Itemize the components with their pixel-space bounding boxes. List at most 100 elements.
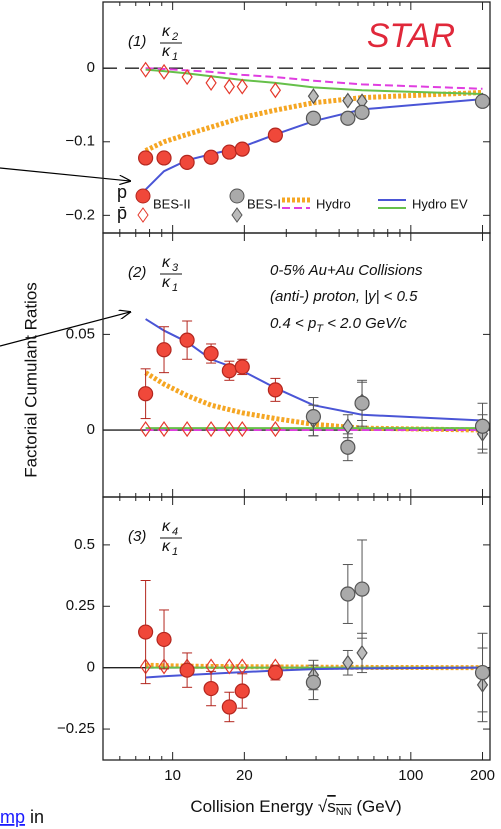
data-point <box>269 82 282 99</box>
x-axis-label: s <box>327 797 336 816</box>
panel-ratio: κ <box>162 23 171 40</box>
hydro-line <box>145 67 483 90</box>
x-axis-label: Collision Energy √sNN (GeV) <box>190 797 401 817</box>
panel-ratio: κ <box>162 538 171 555</box>
data-point <box>354 104 370 120</box>
data-point <box>305 674 322 691</box>
legend-label: BES-II <box>153 196 191 211</box>
y-tick-label: 0 <box>87 659 95 676</box>
data-point <box>354 395 370 411</box>
data-point <box>205 74 217 91</box>
panel-ratio: 1 <box>172 51 178 63</box>
x-tick-label: 20 <box>236 767 253 784</box>
panel-ratio: 3 <box>172 262 179 274</box>
data-point <box>223 658 235 675</box>
data-point <box>221 144 237 160</box>
data-point <box>179 332 195 348</box>
panel-label: (1) <box>128 33 146 50</box>
panel-ratio: κ <box>162 254 171 271</box>
data-point <box>354 581 370 597</box>
annotation: 0-5% Au+Au Collisions <box>270 262 423 279</box>
chart-title: STAR <box>367 17 455 55</box>
legend-swatch <box>229 188 245 204</box>
hydro-line <box>145 666 483 679</box>
data-point <box>139 61 152 78</box>
panel-ratio: κ <box>162 518 171 535</box>
legend-particle: p <box>117 182 127 202</box>
data-point <box>156 342 172 358</box>
legend-swatch <box>137 207 149 223</box>
panel-ratio: κ <box>162 274 171 291</box>
hydro-line <box>144 370 483 433</box>
data-point <box>223 78 235 95</box>
data-point <box>179 662 195 678</box>
data-point <box>221 363 237 379</box>
x-axis-label: NN <box>336 806 352 818</box>
data-point <box>156 631 172 648</box>
data-point <box>267 382 283 398</box>
data-point <box>203 680 219 697</box>
data-point <box>158 421 170 438</box>
annotation: 0.4 < pT < 2.0 GeV/c <box>270 315 407 335</box>
data-point <box>139 421 152 438</box>
data-point <box>267 664 283 681</box>
y-tick-label: 0.5 <box>74 536 95 553</box>
panel-label: (2) <box>128 264 146 281</box>
data-point <box>305 409 322 425</box>
y-tick-label: −0.25 <box>57 720 95 737</box>
data-point <box>342 654 354 671</box>
legend-swatch <box>231 207 243 223</box>
legend-label: Hydro EV <box>412 196 468 211</box>
legend-label: Hydro <box>316 196 351 211</box>
data-point <box>342 418 354 435</box>
data-point <box>158 63 170 80</box>
data-point <box>138 150 154 166</box>
data-point <box>342 92 354 109</box>
y-tick-label: 0 <box>87 421 95 438</box>
page-fragment: mp in <box>0 807 44 827</box>
data-point <box>156 150 172 166</box>
x-axis-label: √ <box>318 797 328 816</box>
legend-swatch <box>135 188 151 204</box>
annotation: 0.4 < p <box>270 315 316 332</box>
y-tick-label: −0.2 <box>65 206 95 223</box>
data-point <box>205 421 217 438</box>
data-point <box>203 149 219 165</box>
data-point <box>179 154 195 170</box>
data-point <box>356 644 368 661</box>
y-tick-label: −0.1 <box>65 133 95 150</box>
x-axis-label: Collision Energy <box>190 797 318 816</box>
panel-ratio: 1 <box>172 282 178 294</box>
data-point <box>181 68 193 86</box>
panel-frame <box>102 496 491 761</box>
panel-ratio: 1 <box>172 546 178 558</box>
data-point <box>236 421 248 438</box>
data-point <box>474 664 491 681</box>
data-point <box>269 421 282 438</box>
data-point <box>236 78 248 95</box>
data-point <box>305 110 322 126</box>
y-tick-label: 0.05 <box>66 325 95 342</box>
data-point <box>307 88 320 105</box>
arrow <box>0 312 130 347</box>
data-point <box>340 586 356 602</box>
data-point <box>138 624 154 640</box>
x-tick-label: 200 <box>470 767 495 784</box>
annotation: T <box>316 323 324 335</box>
arrow <box>0 167 130 181</box>
data-point <box>474 93 491 109</box>
y-axis-label: Factorial Cumulant Ratios <box>21 282 40 478</box>
y-tick-label: 0 <box>87 59 95 76</box>
annotation: < 2.0 GeV/c <box>323 315 407 332</box>
x-axis-label: (GeV) <box>352 797 402 816</box>
data-point <box>158 658 170 675</box>
y-tick-label: 0.25 <box>66 597 95 614</box>
data-point <box>234 359 250 375</box>
link[interactable]: mp <box>0 807 25 827</box>
data-point <box>234 141 250 157</box>
legend-particle: p̄ <box>117 203 127 223</box>
panel-ratio: 2 <box>171 31 178 43</box>
data-point <box>474 418 491 434</box>
data-point <box>267 127 283 143</box>
